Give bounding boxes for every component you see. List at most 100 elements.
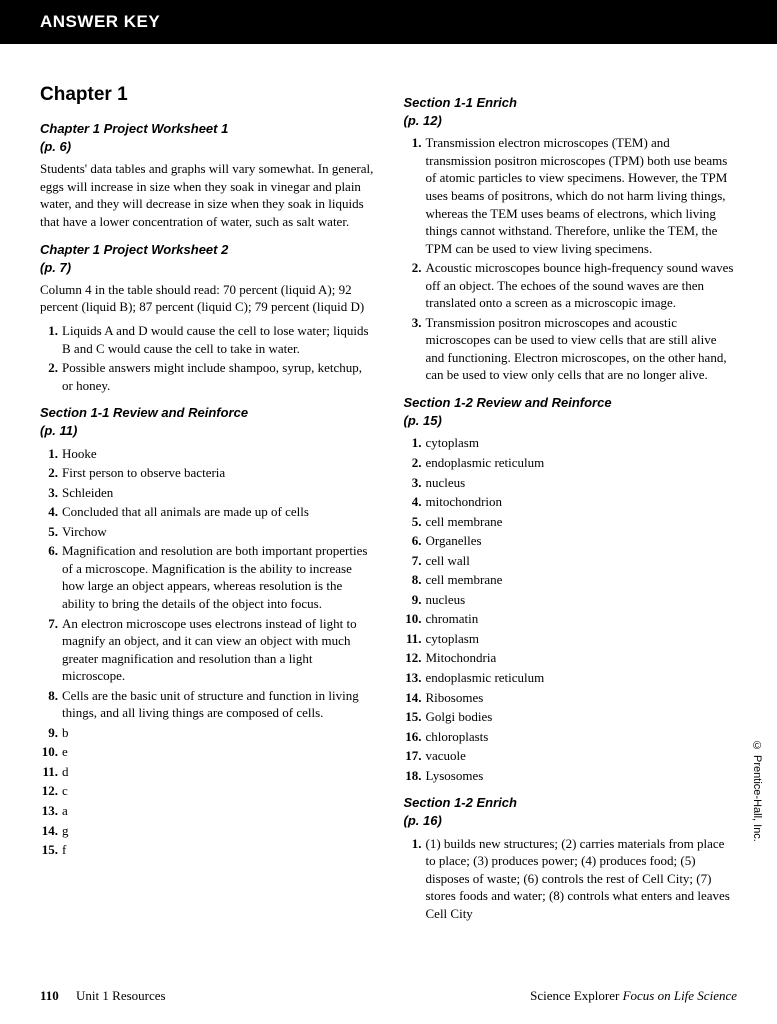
item-number: 7. bbox=[40, 615, 58, 633]
item-number: 17. bbox=[404, 747, 422, 765]
answer-item: 6. Organelles bbox=[404, 532, 738, 550]
answer-item: 8.cell membrane bbox=[404, 571, 738, 589]
item-text: nucleus bbox=[426, 592, 466, 607]
answer-item: 1.Hooke bbox=[40, 445, 374, 463]
item-text: Organelles bbox=[426, 533, 482, 548]
item-number: 3. bbox=[404, 474, 422, 492]
item-number: 9. bbox=[404, 591, 422, 609]
answer-list: 1.Hooke2. First person to observe bacteri… bbox=[40, 445, 374, 859]
footer-right: Science Explorer Focus on Life Science bbox=[530, 988, 737, 1004]
item-text: Virchow bbox=[62, 524, 107, 539]
item-number: 1. bbox=[404, 134, 422, 152]
answer-item: 11. d bbox=[40, 763, 374, 781]
item-text: Possible answers might include shampoo, … bbox=[62, 360, 362, 393]
item-text: c bbox=[62, 783, 68, 798]
answer-item: 1.(1) builds new structures; (2) carries… bbox=[404, 835, 738, 923]
answer-item: 5. Virchow bbox=[40, 523, 374, 541]
item-text: Cells are the basic unit of structure an… bbox=[62, 688, 359, 721]
item-text: cytoplasm bbox=[426, 631, 479, 646]
copyright-text: © Prentice-Hall, Inc. bbox=[751, 740, 763, 842]
item-text: mitochondrion bbox=[426, 494, 503, 509]
answer-item: 4. Concluded that all animals are made up… bbox=[40, 503, 374, 521]
item-text: g bbox=[62, 823, 69, 838]
item-text: cell membrane bbox=[426, 572, 503, 587]
item-number: 1. bbox=[40, 322, 58, 340]
item-text: Acoustic microscopes bounce high-frequen… bbox=[426, 260, 734, 310]
item-text: nucleus bbox=[426, 475, 466, 490]
item-number: 2. bbox=[40, 359, 58, 377]
item-text: Hooke bbox=[62, 446, 97, 461]
item-text: Golgi bodies bbox=[426, 709, 493, 724]
answer-item: 9. b bbox=[40, 724, 374, 742]
answer-item: 8.Cells are the basic unit of structure … bbox=[40, 687, 374, 722]
item-text: First person to observe bacteria bbox=[62, 465, 225, 480]
answer-item: 1.Liquids A and D would cause the cell t… bbox=[40, 322, 374, 357]
answer-item: 2.Acoustic microscopes bounce high-frequ… bbox=[404, 259, 738, 312]
item-number: 4. bbox=[404, 493, 422, 511]
item-number: 10. bbox=[404, 610, 422, 628]
answer-item: 6.Magnification and resolution are both … bbox=[40, 542, 374, 612]
item-text: vacuole bbox=[426, 748, 466, 763]
item-text: Concluded that all animals are made up o… bbox=[62, 504, 309, 519]
item-number: 11. bbox=[404, 630, 422, 648]
item-number: 6. bbox=[404, 532, 422, 550]
item-number: 4. bbox=[40, 503, 58, 521]
section-title: Section 1-1 Enrich(p. 12) bbox=[404, 94, 738, 130]
item-number: 5. bbox=[404, 513, 422, 531]
item-text: Transmission electron microscopes (TEM) … bbox=[426, 135, 728, 255]
item-text: a bbox=[62, 803, 68, 818]
answer-item: 3.Schleiden bbox=[40, 484, 374, 502]
answer-item: 15. Golgi bodies bbox=[404, 708, 738, 726]
answer-list: 1.cytoplasm 2. endoplasmic reticulum 3. nucl… bbox=[404, 434, 738, 784]
item-text: endoplasmic reticulum bbox=[426, 455, 545, 470]
item-number: 13. bbox=[40, 802, 58, 820]
item-text: e bbox=[62, 744, 68, 759]
page-number: 110 bbox=[40, 988, 59, 1003]
section-paragraph: Students' data tables and graphs will va… bbox=[40, 160, 374, 230]
answer-item: 1.cytoplasm bbox=[404, 434, 738, 452]
answer-item: 7.cell wall bbox=[404, 552, 738, 570]
item-text: chloroplasts bbox=[426, 729, 489, 744]
answer-item: 10. e bbox=[40, 743, 374, 761]
item-number: 18. bbox=[404, 767, 422, 785]
item-text: cytoplasm bbox=[426, 435, 479, 450]
unit-label: Unit 1 Resources bbox=[76, 988, 166, 1003]
answer-item: 12. c bbox=[40, 782, 374, 800]
answer-item: 16.chloroplasts bbox=[404, 728, 738, 746]
item-text: Ribosomes bbox=[426, 690, 484, 705]
footer-left: 110 Unit 1 Resources bbox=[40, 988, 166, 1004]
item-number: 7. bbox=[404, 552, 422, 570]
item-number: 2. bbox=[40, 464, 58, 482]
item-number: 11. bbox=[40, 763, 58, 781]
page-header: ANSWER KEY bbox=[0, 0, 777, 44]
item-number: 5. bbox=[40, 523, 58, 541]
answer-list: 1.Liquids A and D would cause the cell t… bbox=[40, 322, 374, 394]
item-number: 10. bbox=[40, 743, 58, 761]
book-title: Focus on Life Science bbox=[623, 988, 737, 1003]
answer-item: 5. cell membrane bbox=[404, 513, 738, 531]
section-title: Section 1-1 Review and Reinforce(p. 11) bbox=[40, 404, 374, 440]
item-number: 2. bbox=[404, 454, 422, 472]
item-text: cell membrane bbox=[426, 514, 503, 529]
answer-item: 7.An electron microscope uses electrons … bbox=[40, 615, 374, 685]
item-text: An electron microscope uses electrons in… bbox=[62, 616, 357, 684]
item-number: 14. bbox=[404, 689, 422, 707]
answer-item: 4. mitochondrion bbox=[404, 493, 738, 511]
item-number: 1. bbox=[404, 835, 422, 853]
right-column: Section 1-1 Enrich(p. 12)1.Transmission … bbox=[404, 84, 738, 924]
item-number: 15. bbox=[404, 708, 422, 726]
answer-item: 2.Possible answers might include shampoo… bbox=[40, 359, 374, 394]
item-number: 9. bbox=[40, 724, 58, 742]
section-title: Section 1-2 Review and Reinforce(p. 15) bbox=[404, 394, 738, 430]
item-text: Liquids A and D would cause the cell to … bbox=[62, 323, 369, 356]
item-text: d bbox=[62, 764, 69, 779]
item-text: b bbox=[62, 725, 69, 740]
item-number: 12. bbox=[40, 782, 58, 800]
answer-item: 10.chromatin bbox=[404, 610, 738, 628]
answer-list: 1.(1) builds new structures; (2) carries… bbox=[404, 835, 738, 923]
chapter-title: Chapter 1 bbox=[40, 84, 374, 106]
answer-item: 12.Mitochondria bbox=[404, 649, 738, 667]
answer-list: 1.Transmission electron microscopes (TEM… bbox=[404, 134, 738, 384]
item-number: 14. bbox=[40, 822, 58, 840]
item-text: Transmission positron microscopes and ac… bbox=[426, 315, 727, 383]
